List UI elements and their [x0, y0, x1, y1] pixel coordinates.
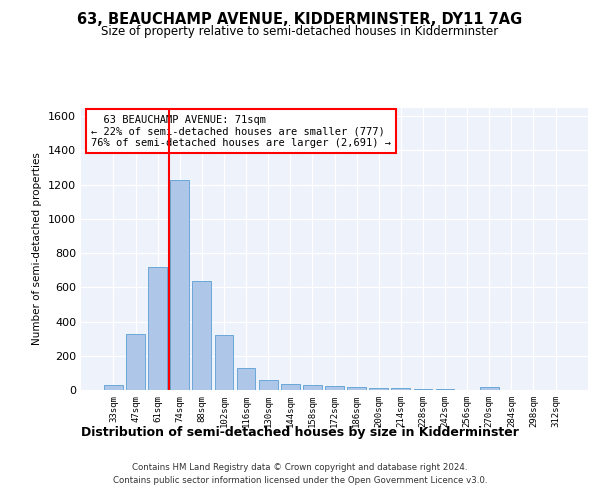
Bar — [193, 282, 211, 390]
Bar — [259, 380, 278, 390]
Text: Distribution of semi-detached houses by size in Kidderminster: Distribution of semi-detached houses by … — [81, 426, 519, 439]
Bar — [325, 386, 344, 390]
Text: Contains public sector information licensed under the Open Government Licence v3: Contains public sector information licen… — [113, 476, 487, 485]
Bar — [347, 387, 366, 390]
Bar — [104, 384, 123, 390]
Bar — [126, 334, 145, 390]
Text: 63, BEAUCHAMP AVENUE, KIDDERMINSTER, DY11 7AG: 63, BEAUCHAMP AVENUE, KIDDERMINSTER, DY1… — [77, 12, 523, 28]
Bar — [236, 368, 256, 390]
Text: Contains HM Land Registry data © Crown copyright and database right 2024.: Contains HM Land Registry data © Crown c… — [132, 464, 468, 472]
Bar — [303, 385, 322, 390]
Bar — [281, 384, 299, 390]
Y-axis label: Number of semi-detached properties: Number of semi-detached properties — [32, 152, 43, 345]
Bar — [370, 388, 388, 390]
Bar — [391, 388, 410, 390]
Text: 63 BEAUCHAMP AVENUE: 71sqm
← 22% of semi-detached houses are smaller (777)
76% o: 63 BEAUCHAMP AVENUE: 71sqm ← 22% of semi… — [91, 114, 391, 148]
Bar — [436, 389, 454, 390]
Bar — [480, 387, 499, 390]
Bar — [413, 388, 433, 390]
Text: Size of property relative to semi-detached houses in Kidderminster: Size of property relative to semi-detach… — [101, 25, 499, 38]
Bar — [170, 180, 189, 390]
Bar — [148, 267, 167, 390]
Bar — [215, 335, 233, 390]
